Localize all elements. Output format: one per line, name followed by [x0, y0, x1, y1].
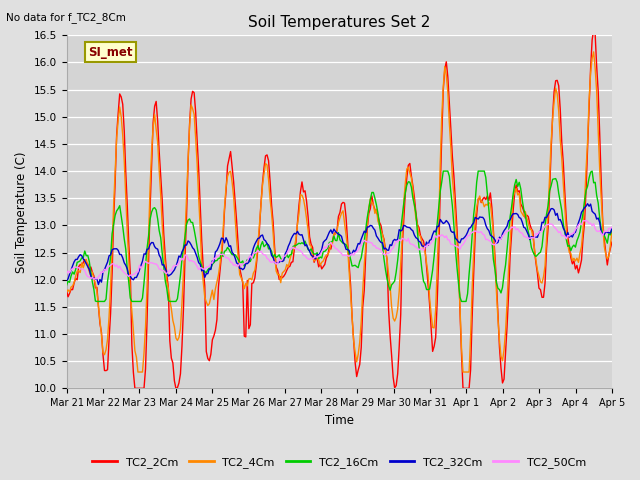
Legend: TC2_2Cm, TC2_4Cm, TC2_16Cm, TC2_32Cm, TC2_50Cm: TC2_2Cm, TC2_4Cm, TC2_16Cm, TC2_32Cm, TC… [88, 452, 591, 472]
Y-axis label: Soil Temperature (C): Soil Temperature (C) [15, 151, 28, 273]
Text: No data for f_TC2_8Cm: No data for f_TC2_8Cm [6, 12, 126, 23]
X-axis label: Time: Time [324, 414, 354, 427]
Title: Soil Temperatures Set 2: Soil Temperatures Set 2 [248, 15, 430, 30]
Text: SI_met: SI_met [88, 46, 133, 59]
